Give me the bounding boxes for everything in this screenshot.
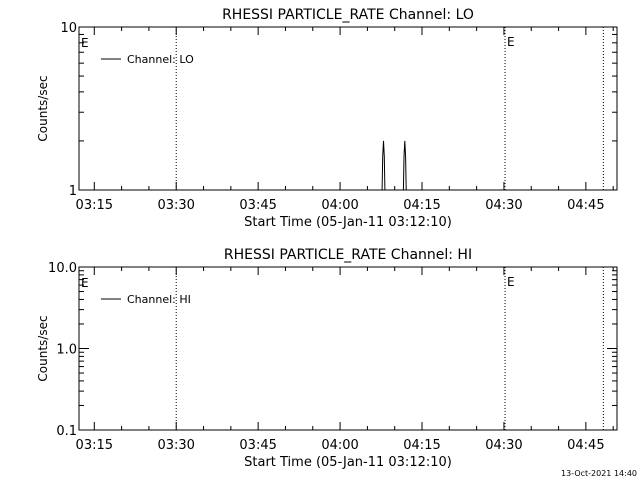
y-tick-label: 1: [69, 184, 77, 199]
x-tick-label: 04:30: [485, 438, 522, 453]
edge-marker-label: E: [81, 276, 89, 290]
x-axis-label: Start Time (05-Jan-11 03:12:10): [244, 215, 452, 230]
event-line-label: E: [507, 35, 515, 49]
x-tick-label: 04:45: [567, 198, 604, 213]
plot-frame: [78, 26, 618, 191]
legend-label: Channel: LO: [127, 53, 194, 66]
y-tick-label: 0.1: [56, 424, 77, 439]
x-tick-label: 04:30: [485, 198, 522, 213]
hi-channel-chart: RHESSI PARTICLE_RATE Channel: HI Start Ti…: [36, 247, 618, 470]
y-tick-label: 10: [60, 21, 77, 36]
x-axis-label: Start Time (05-Jan-11 03:12:10): [244, 455, 452, 470]
y-tick-label: 10.0: [48, 261, 77, 276]
y-tick-label: 1.0: [56, 343, 77, 358]
x-tick-label: 03:45: [239, 438, 276, 453]
y-axis-label: Counts/sec: [36, 75, 50, 141]
x-tick-label: 03:15: [76, 198, 113, 213]
chart-title: RHESSI PARTICLE_RATE Channel: HI: [224, 247, 472, 263]
x-tick-label: 03:45: [239, 198, 276, 213]
lo-channel-chart: RHESSI PARTICLE_RATE Channel: LO Start Ti…: [36, 7, 618, 230]
x-tick-label: 04:45: [567, 438, 604, 453]
x-tick-label: 04:00: [321, 438, 358, 453]
x-tick-label: 03:30: [157, 198, 194, 213]
x-tick-label: 04:15: [403, 438, 440, 453]
footer-timestamp: 13-Oct-2021 14:40: [561, 469, 637, 478]
chart-title: RHESSI PARTICLE_RATE Channel: LO: [222, 7, 474, 23]
y-axis-label: Counts/sec: [36, 315, 50, 381]
x-tick-label: 03:30: [157, 438, 194, 453]
x-tick-label: 03:15: [76, 438, 113, 453]
edge-marker-label: E: [81, 36, 89, 50]
event-line-label: E: [507, 275, 515, 289]
data-series-line: [381, 140, 407, 191]
x-tick-label: 04:15: [403, 198, 440, 213]
plot-frame: [78, 266, 618, 431]
legend-label: Channel: HI: [127, 293, 191, 306]
x-tick-label: 04:00: [321, 198, 358, 213]
